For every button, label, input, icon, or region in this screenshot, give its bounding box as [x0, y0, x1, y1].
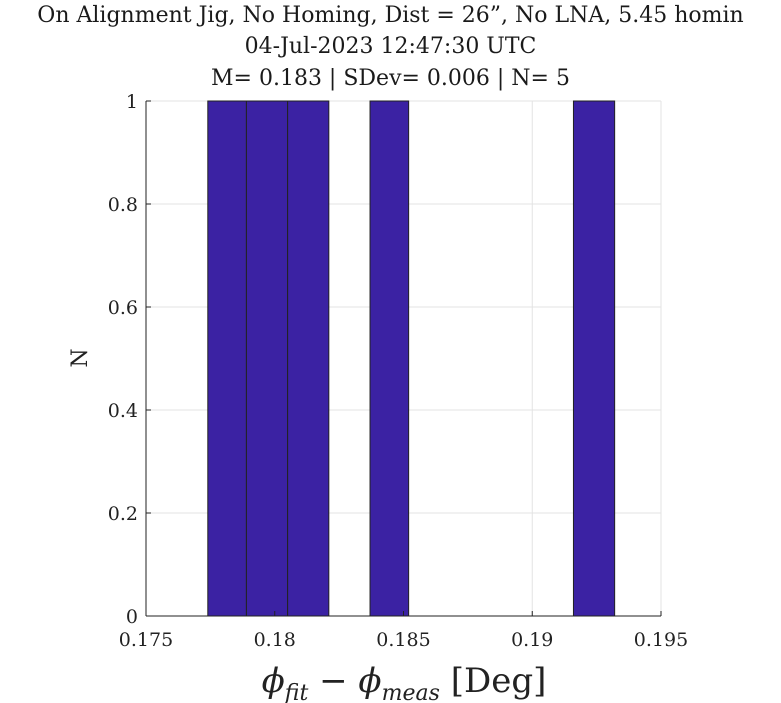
x-tick-label-2: 0.185 [376, 629, 430, 651]
y-tick-label-2: 0.4 [108, 400, 138, 422]
y-tick-label-1: 0.2 [108, 503, 138, 525]
y-axis-label: N [68, 348, 93, 367]
tick-labels: 0.175 0.18 0.185 0.19 0.195 0 0.2 0.4 0.6 0.8 1 [108, 91, 688, 651]
histogram-bar-0 [207, 100, 247, 617]
x-axis-label-sub-fit: fit [283, 681, 309, 703]
x-axis-label-phi-2: ϕ [358, 661, 381, 701]
y-tick-label-0: 0 [126, 606, 138, 628]
chart-title-line-1: On Alignment Jig, No Homing, Dist = 26”,… [37, 3, 744, 28]
histogram-bar-2 [287, 100, 330, 617]
axes [145, 100, 662, 617]
x-axis-label-sub-meas: meas [382, 681, 440, 703]
x-tick-label-1: 0.18 [254, 629, 296, 651]
x-tick-label-4: 0.195 [634, 629, 688, 651]
chart-title-line-3: M= 0.183 | SDev= 0.006 | N= 5 [211, 66, 570, 91]
x-tick-label-0: 0.175 [119, 629, 173, 651]
histogram-bar-5 [572, 100, 616, 617]
x-axis-label-unit: [Deg] [440, 661, 546, 701]
y-tick-label-5: 1 [126, 91, 138, 113]
y-tick-label-3: 0.6 [108, 297, 138, 319]
x-axis-label-phi: ϕ [262, 661, 285, 701]
y-tick-label-4: 0.8 [108, 194, 138, 216]
x-axis-label: ϕfit − ϕmeas [Deg] [262, 661, 547, 703]
histogram-bars [207, 100, 616, 617]
histogram-bar-1 [245, 100, 289, 617]
x-axis-label-minus: − [308, 661, 358, 701]
histogram-bar-3 [369, 100, 410, 617]
chart-title-line-2: 04-Jul-2023 12:47:30 UTC [244, 34, 537, 59]
x-tick-label-3: 0.19 [511, 629, 553, 651]
